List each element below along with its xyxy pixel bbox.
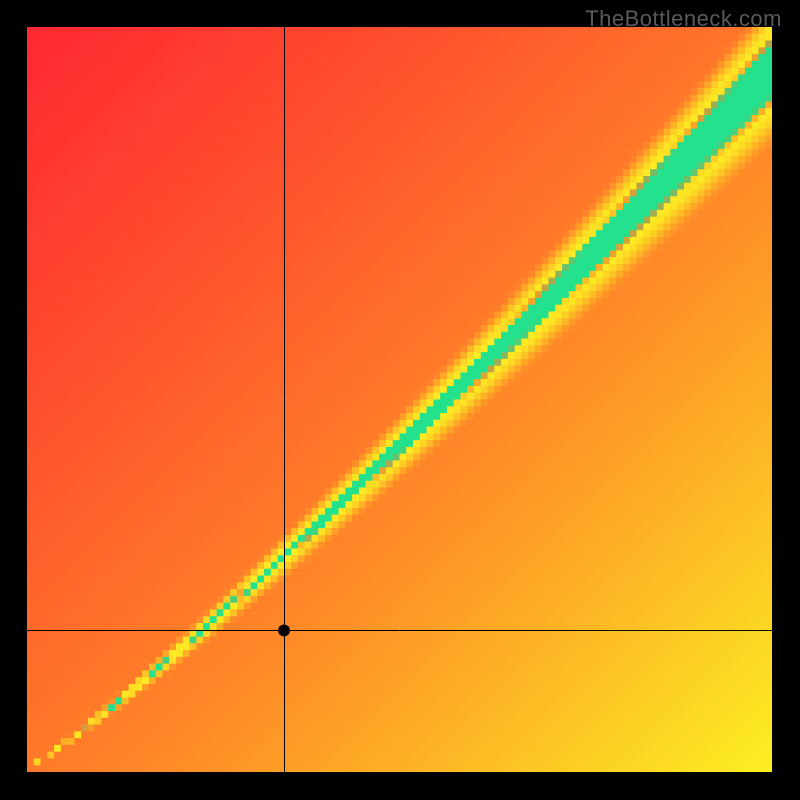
watermark-text: TheBottleneck.com: [585, 6, 782, 32]
heatmap-canvas: [27, 27, 772, 772]
heatmap-plot: [27, 27, 772, 772]
chart-container: TheBottleneck.com: [0, 0, 800, 800]
